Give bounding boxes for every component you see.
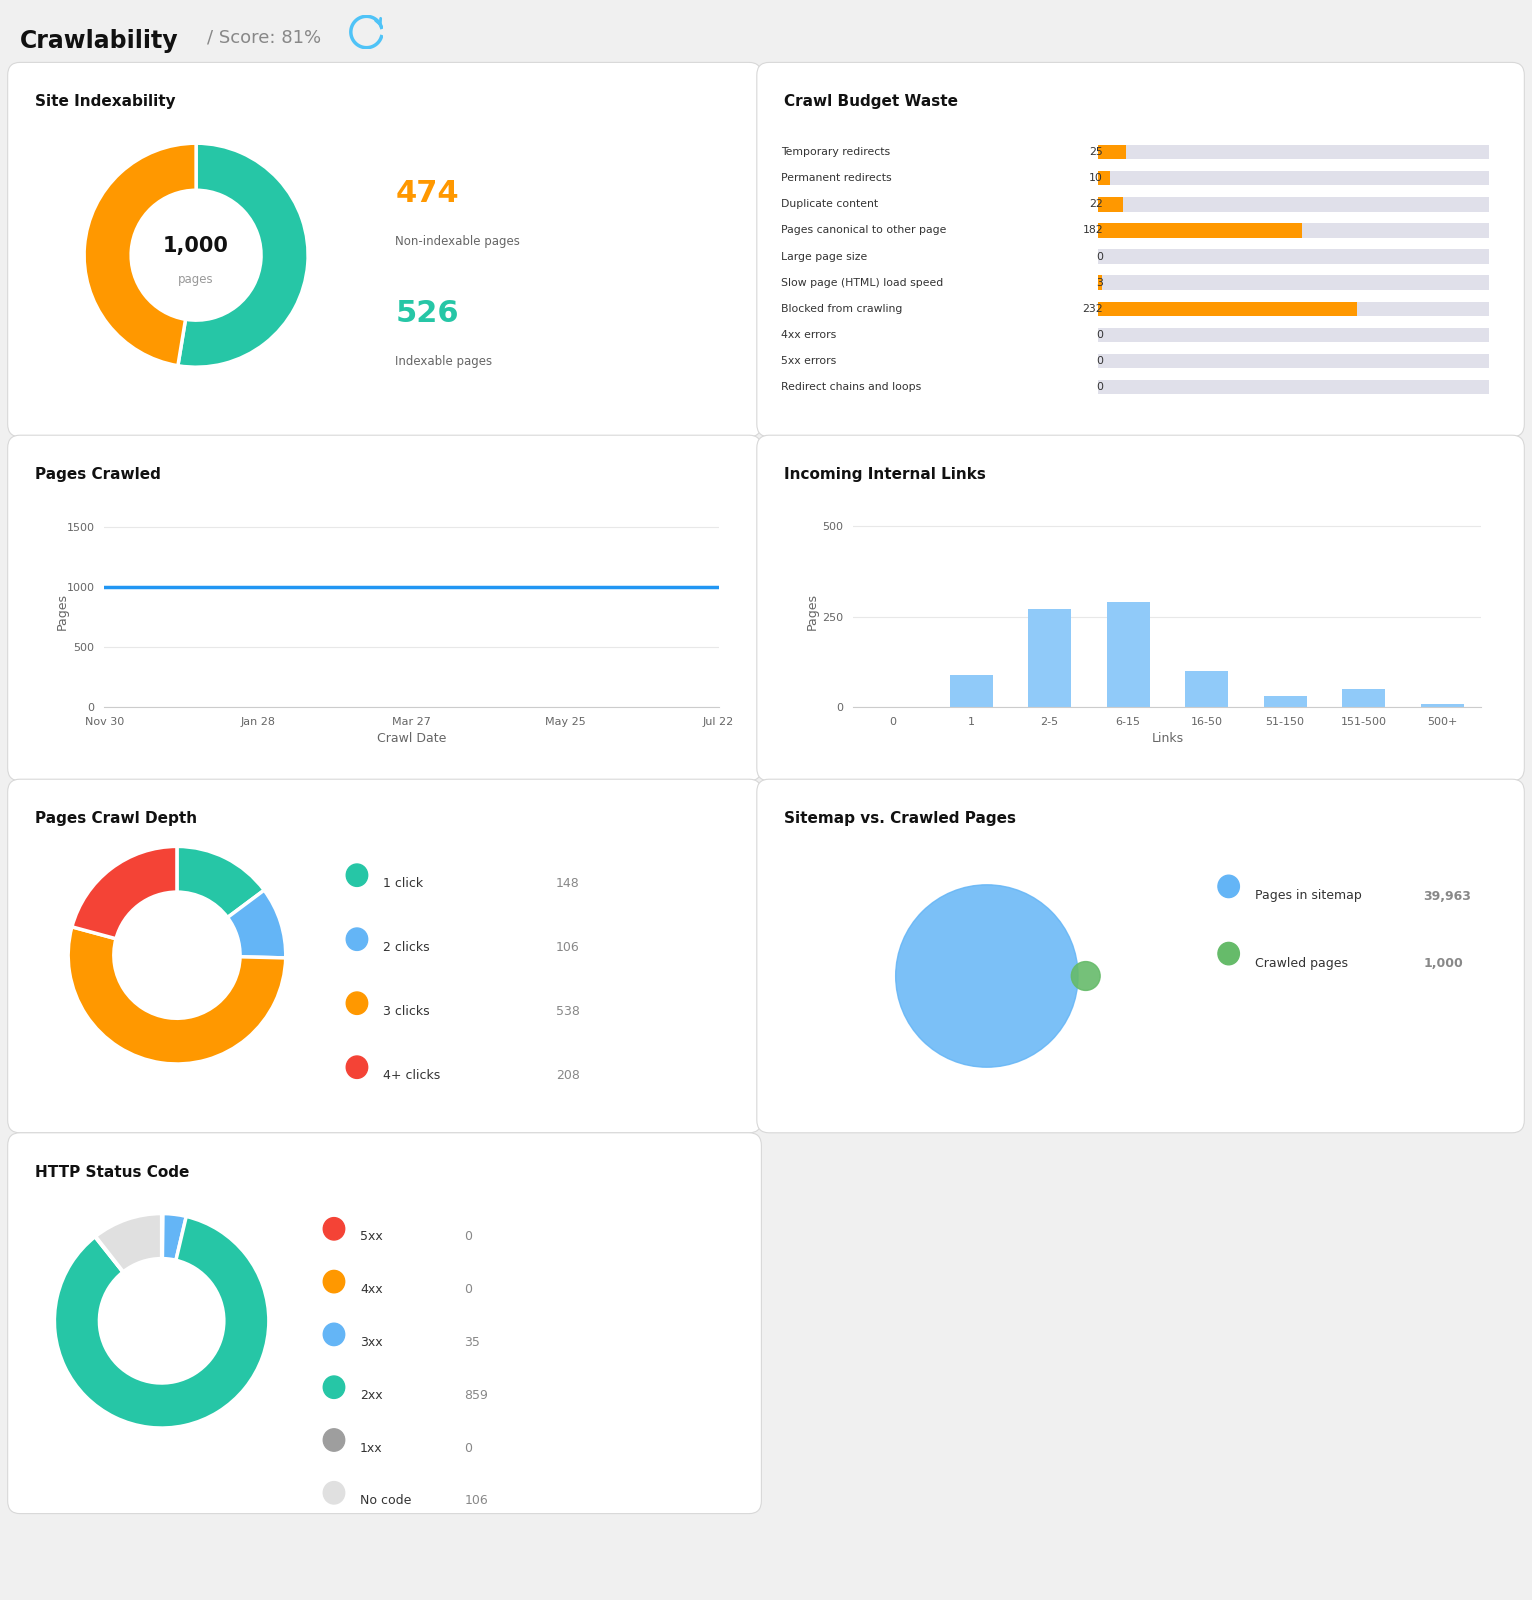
Text: 538: 538 [556, 1005, 581, 1018]
Bar [1420, 704, 1463, 707]
Text: 1 click: 1 click [383, 877, 423, 890]
Wedge shape [72, 846, 178, 939]
Text: No code: No code [360, 1494, 412, 1507]
Text: Incoming Internal Links: Incoming Internal Links [784, 467, 987, 482]
Text: 0: 0 [464, 1442, 472, 1454]
Bar [1098, 328, 1489, 342]
Text: 3: 3 [1097, 278, 1103, 288]
Text: 5xx errors: 5xx errors [781, 355, 836, 366]
Text: HTTP Status Code: HTTP Status Code [35, 1165, 190, 1179]
Bar [1098, 224, 1489, 238]
Wedge shape [55, 1216, 270, 1429]
Y-axis label: Pages: Pages [806, 592, 818, 630]
Bar [1098, 275, 1102, 290]
Text: 182: 182 [1083, 226, 1103, 235]
Text: 0: 0 [1095, 330, 1103, 339]
Text: 0: 0 [1095, 251, 1103, 261]
Bar [1098, 146, 1126, 160]
X-axis label: Links: Links [1152, 733, 1183, 746]
Wedge shape [228, 890, 286, 958]
Text: Permanent redirects: Permanent redirects [781, 173, 892, 184]
Y-axis label: Pages: Pages [55, 592, 69, 630]
Bar [1098, 197, 1489, 211]
Text: Pages in sitemap: Pages in sitemap [1255, 890, 1362, 902]
Wedge shape [162, 1213, 187, 1261]
Bar [1028, 610, 1071, 707]
Text: Indexable pages: Indexable pages [395, 355, 492, 368]
Text: 106: 106 [556, 941, 581, 954]
Text: 35: 35 [464, 1336, 480, 1349]
Text: 4+ clicks: 4+ clicks [383, 1069, 440, 1082]
Text: 148: 148 [556, 877, 581, 890]
Text: 208: 208 [556, 1069, 581, 1082]
Bar [1098, 146, 1489, 160]
Bar [1098, 171, 1109, 186]
Text: Crawlability: Crawlability [20, 29, 179, 53]
Bar [950, 675, 993, 707]
Text: / Score: 81%: / Score: 81% [207, 29, 320, 46]
Circle shape [896, 885, 1079, 1067]
Bar [1098, 354, 1489, 368]
Text: 0: 0 [464, 1283, 472, 1296]
Bar [1186, 670, 1229, 707]
Text: 0: 0 [464, 1230, 472, 1243]
Text: 859: 859 [464, 1389, 489, 1402]
Text: Blocked from crawling: Blocked from crawling [781, 304, 902, 314]
Bar [1098, 250, 1489, 264]
Text: 10: 10 [1089, 173, 1103, 184]
Text: 39,963: 39,963 [1423, 890, 1471, 902]
Wedge shape [84, 142, 196, 366]
Text: Redirect chains and loops: Redirect chains and loops [781, 382, 922, 392]
Wedge shape [95, 1213, 162, 1272]
Text: 5xx: 5xx [360, 1230, 383, 1243]
Text: 3 clicks: 3 clicks [383, 1005, 429, 1018]
Bar [1342, 690, 1385, 707]
Text: Site Indexability: Site Indexability [35, 94, 176, 109]
Text: 25: 25 [1089, 147, 1103, 157]
Text: Pages canonical to other page: Pages canonical to other page [781, 226, 947, 235]
Text: Duplicate content: Duplicate content [781, 200, 878, 210]
Bar [1098, 171, 1489, 186]
Text: 526: 526 [395, 299, 460, 328]
Text: 4xx errors: 4xx errors [781, 330, 836, 339]
Bar [1098, 197, 1123, 211]
Text: Crawled pages: Crawled pages [1255, 957, 1348, 970]
Text: 2xx: 2xx [360, 1389, 383, 1402]
Bar [1098, 379, 1489, 394]
Text: Large page size: Large page size [781, 251, 867, 261]
Text: Slow page (HTML) load speed: Slow page (HTML) load speed [781, 278, 944, 288]
Text: 1,000: 1,000 [164, 237, 228, 256]
Text: Pages Crawl Depth: Pages Crawl Depth [35, 811, 198, 826]
Text: 2 clicks: 2 clicks [383, 941, 429, 954]
Bar [1106, 602, 1149, 707]
Bar [1098, 224, 1302, 238]
Text: Crawl Budget Waste: Crawl Budget Waste [784, 94, 959, 109]
Text: 474: 474 [395, 179, 460, 208]
Text: Temporary redirects: Temporary redirects [781, 147, 890, 157]
Text: pages: pages [178, 274, 214, 286]
Text: 106: 106 [464, 1494, 489, 1507]
Wedge shape [67, 926, 285, 1064]
Bar [1098, 275, 1489, 290]
Text: 0: 0 [1095, 382, 1103, 392]
Bar [1098, 301, 1357, 315]
X-axis label: Crawl Date: Crawl Date [377, 733, 446, 746]
Text: Sitemap vs. Crawled Pages: Sitemap vs. Crawled Pages [784, 811, 1016, 826]
Bar [1098, 301, 1489, 315]
Text: Pages Crawled: Pages Crawled [35, 467, 161, 482]
Wedge shape [95, 1237, 123, 1272]
Text: Non-indexable pages: Non-indexable pages [395, 235, 521, 248]
Text: 232: 232 [1083, 304, 1103, 314]
Text: 1,000: 1,000 [1423, 957, 1463, 970]
Wedge shape [178, 144, 308, 366]
Circle shape [1071, 962, 1100, 990]
Text: 0: 0 [1095, 355, 1103, 366]
Text: 3xx: 3xx [360, 1336, 383, 1349]
Wedge shape [176, 846, 264, 917]
Text: 22: 22 [1089, 200, 1103, 210]
Text: 4xx: 4xx [360, 1283, 383, 1296]
Text: 1xx: 1xx [360, 1442, 383, 1454]
Bar [1264, 696, 1307, 707]
